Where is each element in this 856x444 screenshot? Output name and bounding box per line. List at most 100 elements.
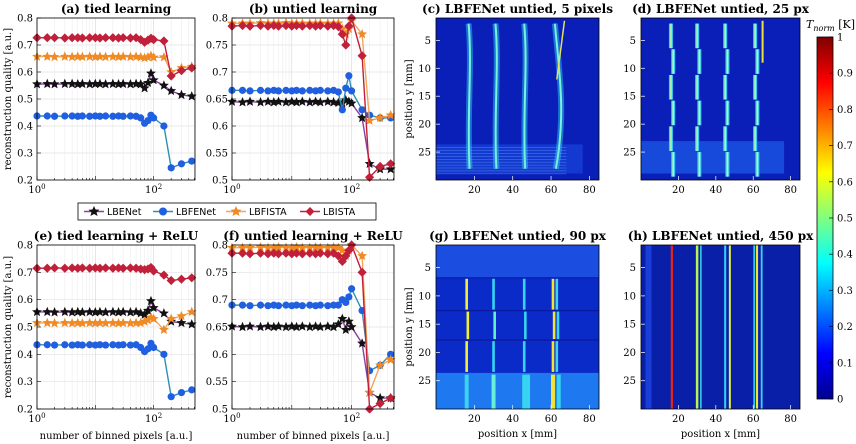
b-point-lbfista <box>364 115 375 125</box>
b-y-tick-label: 0.65 <box>206 95 228 106</box>
b-point-lbenet <box>297 96 308 106</box>
f-x-label: number of binned pixels [a.u.] <box>237 431 390 442</box>
a-point-lbista <box>90 33 100 43</box>
e-point-lbista <box>95 263 105 273</box>
a-point-lbfenet <box>68 112 76 120</box>
f-point-lbfista <box>375 360 386 370</box>
f-point-lbista <box>269 248 279 258</box>
panel-f-untied-learning-relu: 0.5 0.55 0.6 0.65 0.7 0.75 0.8 100 102 (f) untied… <box>206 229 404 442</box>
e-point-lbfista <box>186 306 197 317</box>
f-point-lbfenet <box>342 298 350 306</box>
h-y-tick-label: 5 <box>630 263 636 274</box>
b-point-lbista <box>364 172 375 182</box>
f-point-lbfista <box>364 387 375 397</box>
e-point-lbista <box>90 263 100 273</box>
e-point-lbfista <box>148 313 159 324</box>
panel-g-heatmap-90px: 20 40 60 80 5 10 15 20 25 (g) LBFENet untied, 90 … <box>404 229 607 440</box>
h-x-tick-label: 80 <box>784 414 797 425</box>
a-point-lbista <box>108 33 118 43</box>
g-bottom-line <box>464 374 469 409</box>
e-point-lbista <box>113 263 124 273</box>
c-track <box>523 23 527 169</box>
d-segment-core <box>754 23 756 49</box>
e-point-lbfenet <box>101 341 110 349</box>
f-y-tick-label: 0.65 <box>206 323 228 334</box>
a-point-lbenet <box>143 77 153 88</box>
h-x-tick-label: 20 <box>672 414 685 425</box>
d-segment-core <box>698 100 701 126</box>
a-point-lbista <box>131 33 141 43</box>
g-line-segment <box>522 341 526 372</box>
a-point-lbfenet <box>43 112 51 120</box>
a-y-tick-label: 0.8 <box>17 14 33 25</box>
f-point-lbenet <box>322 321 333 331</box>
colorbar-tick-label: 0.7 <box>837 141 853 152</box>
h-x-label: position x [mm] <box>681 429 760 440</box>
f-point-lbenet <box>357 338 368 348</box>
f-point-lbenet <box>281 321 291 332</box>
c-track <box>494 23 498 169</box>
a-point-lbfenet <box>109 112 117 120</box>
h-vertical-line <box>728 245 731 409</box>
d-y-tick-label: 20 <box>623 120 636 131</box>
e-point-lbista <box>85 263 95 273</box>
f-point-lbfenet <box>274 302 283 310</box>
e-point-lbista <box>67 263 77 273</box>
b-point-lbista <box>291 20 302 31</box>
e-point-lbfista <box>107 317 118 328</box>
b-point-lbista <box>269 20 279 31</box>
e-y-tick-label: 0.3 <box>17 377 33 388</box>
f-point-lbfista <box>322 242 333 252</box>
e-point-lbista <box>159 270 169 280</box>
f-point-lbfista <box>291 241 302 252</box>
a-point-lbfenet <box>61 112 69 120</box>
c-y-tick-label: 25 <box>418 148 431 159</box>
c-y-tick-label: 5 <box>425 36 431 47</box>
e-point-lbfista <box>158 324 169 334</box>
g-x-label: position x [mm] <box>478 429 557 440</box>
f-point-lbista <box>281 248 291 258</box>
a-point-lbista <box>42 33 52 43</box>
b-point-lbfenet <box>292 86 301 94</box>
b-y-tick-label: 0.6 <box>212 122 228 133</box>
e-point-lbfista <box>135 317 146 328</box>
e-title: (e) tied learning + ReLU <box>34 229 199 243</box>
a-point-lbfista <box>59 51 70 61</box>
legend: LBENet LBFENet LBFISTA LBISTA <box>77 202 377 221</box>
f-point-lbenet <box>255 321 266 332</box>
e-point-lbfenet <box>43 341 51 349</box>
f-point-lbfenet <box>282 301 290 309</box>
e-x-tick-label: 100 <box>28 412 45 425</box>
h-y-tick-label: 15 <box>623 320 636 331</box>
b-point-lbista <box>237 20 248 31</box>
c-x-tick-label: 20 <box>468 185 481 196</box>
a-point-lbfenet <box>150 114 158 122</box>
e-y-tick-label: 0.7 <box>17 268 33 279</box>
d-segment-core <box>724 23 726 49</box>
f-point-lbfista <box>263 242 273 252</box>
d-segment-core <box>670 23 672 49</box>
e-y-tick-label: 0.5 <box>17 323 33 334</box>
f-point-lbista <box>386 393 396 403</box>
colorbar-tick-label: 0.9 <box>837 69 853 80</box>
c-track-hot <box>556 20 566 80</box>
e-y-tick-label: 0.8 <box>17 241 33 252</box>
a-point-lbista <box>67 33 77 43</box>
b-point-lbenet <box>346 98 357 108</box>
e-point-lbfista <box>100 317 111 328</box>
e-point-lbfenet <box>78 341 86 349</box>
g-bottom-line <box>556 374 561 409</box>
f-point-lbfista <box>337 245 348 255</box>
g-top-band <box>436 245 599 278</box>
d-segment-core <box>754 126 756 151</box>
a-point-lbfenet <box>78 112 86 120</box>
a-point-lbfista <box>148 52 159 62</box>
d-segment-core <box>670 126 672 151</box>
e-point-lbfista <box>67 317 78 328</box>
b-point-lbenet <box>263 96 273 106</box>
f-point-lbfenet <box>334 301 342 309</box>
e-point-lbfenet <box>96 341 104 349</box>
f-point-lbfenet <box>292 301 301 309</box>
b-point-lbfenet <box>316 86 324 94</box>
